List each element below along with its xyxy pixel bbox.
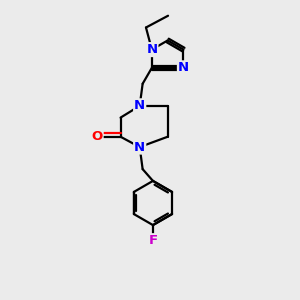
Text: N: N [134, 99, 145, 112]
Text: N: N [146, 43, 158, 56]
Text: N: N [134, 141, 145, 154]
Text: N: N [178, 61, 189, 74]
Text: O: O [92, 130, 103, 143]
Text: F: F [148, 234, 158, 247]
